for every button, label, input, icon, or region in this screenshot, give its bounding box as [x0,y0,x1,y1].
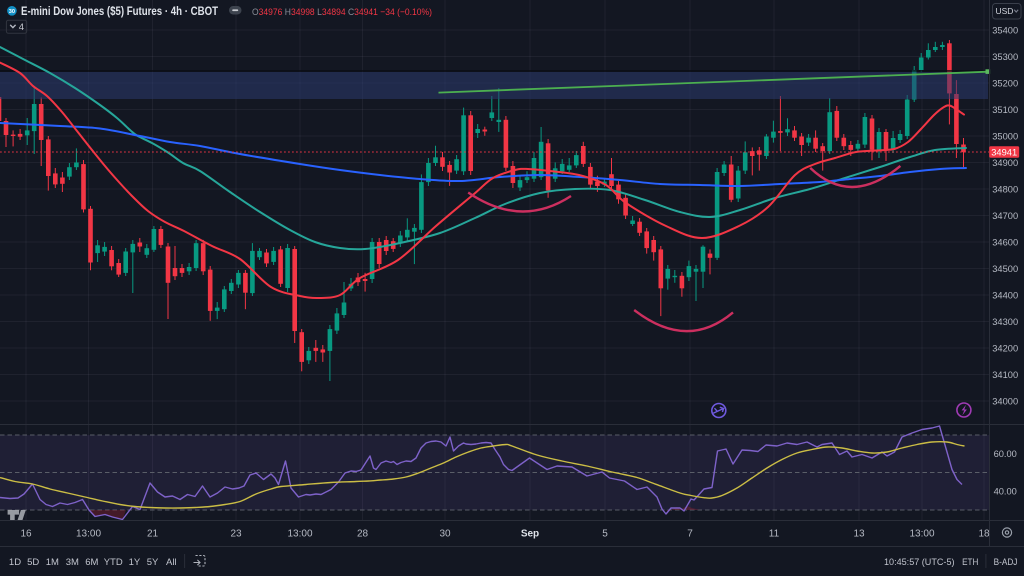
svg-text:23: 23 [230,529,242,540]
svg-text:35200: 35200 [992,79,1018,89]
svg-text:B-ADJ: B-ADJ [994,557,1018,568]
svg-text:5Y: 5Y [147,557,159,568]
svg-text:34400: 34400 [992,291,1018,301]
svg-text:35300: 35300 [992,52,1018,62]
svg-text:5: 5 [602,529,608,540]
svg-text:34800: 34800 [992,185,1018,195]
svg-text:34300: 34300 [992,317,1018,327]
svg-text:21: 21 [147,529,159,540]
svg-text:6M: 6M [85,557,98,568]
svg-text:13:00: 13:00 [287,529,312,540]
svg-text:40.00: 40.00 [994,487,1017,497]
svg-text:10:45:57 (UTC-5): 10:45:57 (UTC-5) [884,557,955,568]
svg-text:1D: 1D [9,557,21,568]
svg-text:ETH: ETH [962,557,978,568]
svg-text:YTD: YTD [104,557,123,568]
svg-text:13:00: 13:00 [76,529,101,540]
svg-text:34100: 34100 [992,370,1018,380]
svg-text:28: 28 [357,529,369,540]
svg-text:34941: 34941 [991,148,1017,158]
svg-text:34500: 34500 [992,264,1018,274]
svg-text:USD: USD [996,6,1014,16]
svg-text:3M: 3M [66,557,79,568]
svg-text:13:00: 13:00 [909,529,934,540]
svg-text:34600: 34600 [992,238,1018,248]
svg-text:30: 30 [9,9,15,15]
svg-text:34700: 34700 [992,211,1018,221]
svg-text:18: 18 [978,529,990,540]
svg-text:34900: 34900 [992,158,1018,168]
svg-text:16: 16 [20,529,32,540]
svg-text:60.00: 60.00 [994,449,1017,459]
svg-text:35100: 35100 [992,105,1018,115]
svg-text:34200: 34200 [992,344,1018,354]
svg-text:Sep: Sep [521,529,539,540]
svg-text:30: 30 [439,529,451,540]
svg-text:35000: 35000 [992,132,1018,142]
svg-text:E-mini Dow Jones ($5) Futures: E-mini Dow Jones ($5) Futures · 4h · CBO… [21,4,219,18]
svg-text:5D: 5D [27,557,39,568]
svg-text:O34976 H34998 L34894 C34941 −3: O34976 H34998 L34894 C34941 −34 (−0.10%) [252,7,432,18]
svg-text:1M: 1M [46,557,59,568]
svg-text:11: 11 [769,529,780,540]
svg-text:1Y: 1Y [129,557,141,568]
svg-text:35400: 35400 [992,26,1018,36]
svg-text:4: 4 [19,22,24,33]
svg-text:13: 13 [853,529,865,540]
svg-text:7: 7 [687,529,693,540]
svg-text:34000: 34000 [992,397,1018,407]
svg-text:All: All [166,557,177,568]
